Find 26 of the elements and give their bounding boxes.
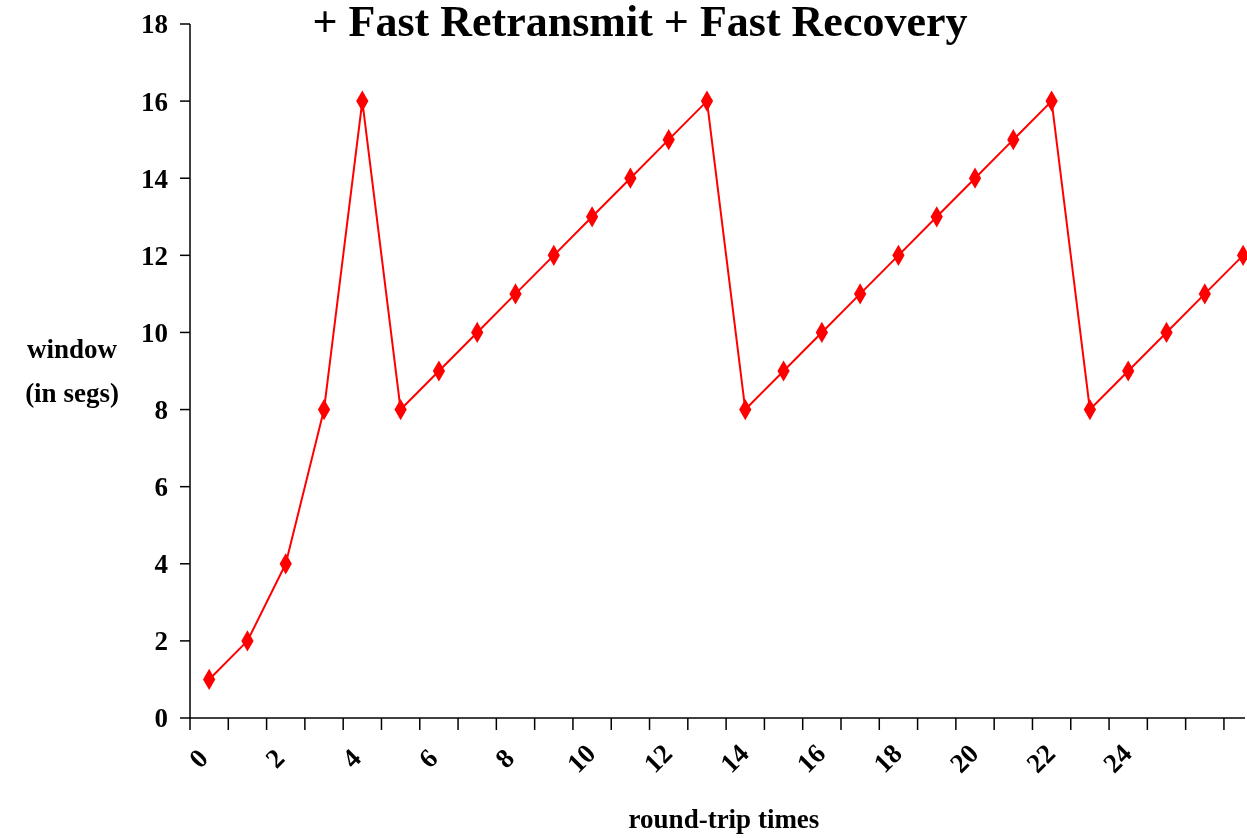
x-tick-label: 4: [336, 742, 367, 774]
x-tick-label: 10: [561, 738, 602, 779]
y-tick-label: 14: [141, 163, 168, 194]
chart-title: + Fast Retransmit + Fast Recovery: [312, 0, 968, 46]
y-tick-label: 10: [141, 317, 168, 348]
y-tick-label: 12: [141, 240, 168, 271]
x-tick-label: 24: [1097, 738, 1138, 779]
x-tick-label: 20: [944, 738, 985, 779]
y-tick-label: 6: [154, 472, 168, 503]
y-tick-label: 16: [141, 86, 168, 117]
x-tick-label: 8: [489, 742, 521, 774]
x-axis-title: round-trip times: [628, 804, 820, 834]
x-tick-label: 14: [714, 738, 755, 779]
x-tick-label: 16: [790, 738, 832, 779]
x-tick-label: 18: [867, 738, 908, 779]
y-tick-label: 8: [154, 395, 168, 426]
x-tick-label: 2: [259, 742, 291, 774]
x-tick-label: 22: [1020, 738, 1061, 779]
y-axis-title: window (in segs): [25, 334, 119, 408]
y-tick-label: 0: [154, 703, 168, 734]
x-tick-label: 6: [412, 742, 444, 774]
y-tick-label: 2: [154, 626, 168, 657]
y-tick-label: 18: [141, 9, 168, 40]
x-tick-label: 12: [637, 738, 678, 779]
x-tick-label: 0: [182, 742, 214, 774]
y-tick-label: 4: [154, 549, 168, 580]
